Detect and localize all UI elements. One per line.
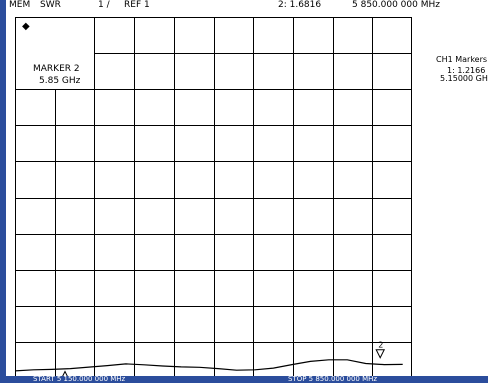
marker-readout-freq: 5 850.000 000 MHz [352, 0, 440, 10]
side-panel-marker1-freq: 5.15000 GHz [440, 74, 488, 83]
marker-box-title: MARKER 2 [33, 64, 80, 74]
measurement-plot[interactable]: 2 [15, 17, 412, 378]
side-panel-marker1-value: 1: 1.2166 [447, 66, 486, 75]
window-frame-left [0, 0, 6, 383]
ref-label: REF 1 [124, 0, 150, 10]
reference-marker-icon: ◆ [22, 21, 30, 32]
marker-1-icon [61, 370, 69, 378]
window-frame-bottom: START 5 150.000 000 MHz STOP 5 850.000 0… [0, 375, 488, 383]
marker-readout-value: 2: 1.6816 [278, 0, 322, 10]
stop-frequency-label: STOP 5 850.000 000 MHz [288, 375, 378, 383]
start-frequency-label: START 5 150.000 000 MHz [33, 375, 126, 383]
format-label: SWR [40, 0, 61, 10]
marker-2-icon [375, 349, 386, 359]
plot-canvas: 2 [15, 17, 412, 378]
marker-2-label: 2 [378, 341, 383, 350]
side-panel-title: CH1 Markers [436, 55, 488, 64]
marker-annotation-area [16, 18, 94, 89]
swr-trace [15, 359, 403, 372]
scale-label: 1 / [98, 0, 110, 10]
marker-box-freq: 5.85 GHz [39, 76, 81, 86]
mem-label: MEM [9, 0, 31, 10]
